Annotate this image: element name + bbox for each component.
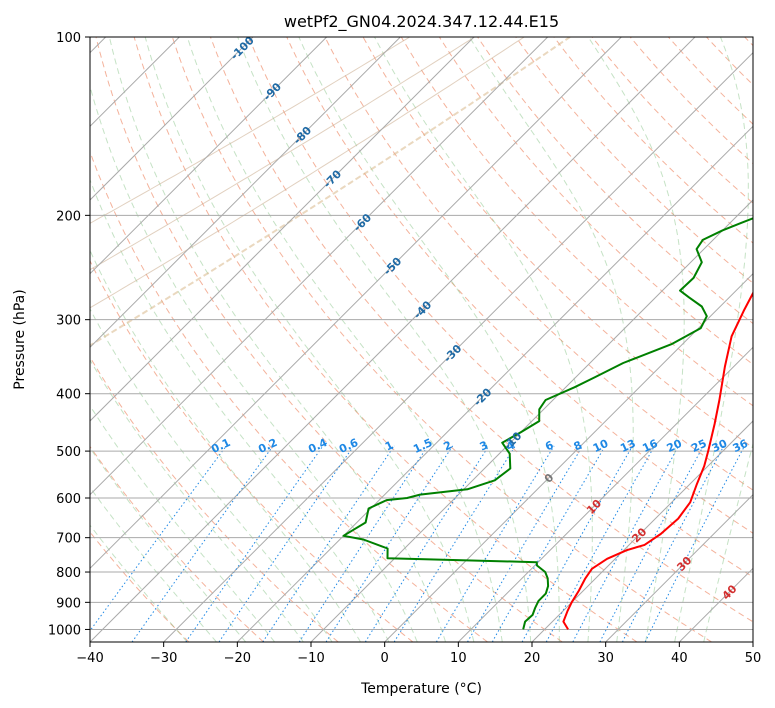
mixing-ratio-line [644, 445, 746, 642]
x-tick-label: 10 [450, 651, 467, 666]
isotherm-line [90, 37, 328, 275]
mixing-ratio-label: 25 [689, 437, 708, 455]
x-tick-label: 20 [524, 651, 541, 666]
dry-adiabat [90, 445, 264, 642]
isotherm-line [605, 493, 753, 642]
dry-adiabat [362, 37, 753, 449]
isotherm-line [90, 37, 401, 349]
background-reference-lines [90, 37, 753, 642]
reference-curve [90, 37, 525, 309]
dry-adiabat [400, 37, 753, 407]
y-tick-label: 300 [56, 314, 81, 329]
mixing-ratio-line [298, 445, 429, 642]
y-tick-label: 400 [56, 388, 81, 403]
moist-adiabat [90, 486, 217, 642]
moist-adiabat [587, 37, 685, 642]
moist-adiabat [144, 37, 475, 642]
isotherm-line [90, 37, 549, 496]
y-tick-label: 200 [56, 209, 81, 224]
moist-adiabat [90, 308, 333, 642]
y-tick-label: 500 [56, 445, 81, 460]
x-tick-label: −30 [150, 651, 177, 666]
dry-adiabat [629, 37, 753, 165]
mixing-ratio-label: 20 [665, 437, 685, 455]
x-axis-label: Temperature (°C) [360, 681, 482, 697]
profile-series [342, 217, 753, 630]
chart-title: wetPf2_GN04.2024.347.12.44.E15 [284, 12, 559, 32]
dry-adiabat [248, 37, 753, 578]
mixing-ratio-line [545, 445, 656, 642]
y-tick-label: 900 [56, 596, 81, 611]
x-tick-label: 40 [671, 651, 688, 666]
x-tick-label: −40 [76, 651, 103, 666]
moist-adiabat [90, 178, 390, 642]
moist-adiabat [674, 37, 749, 642]
x-tick-label: 0 [381, 651, 389, 666]
reference-curve [90, 37, 571, 347]
y-axis-label: Pressure (hPa) [12, 289, 28, 389]
isotherm-line [310, 199, 753, 642]
y-tick-label: 1000 [48, 623, 81, 638]
mixing-ratio-label: 36 [731, 437, 751, 455]
moist-adiabat [90, 358, 304, 642]
mixing-ratio-line [364, 445, 490, 642]
moist-adiabat [186, 37, 503, 642]
reference-curve [90, 37, 475, 271]
dry-adiabat [210, 37, 753, 623]
mixing-ratio-line [325, 445, 454, 642]
y-tick-label: 100 [56, 31, 81, 46]
reference-curve [90, 37, 410, 224]
dry-adiabat [95, 37, 563, 642]
x-tick-label: 30 [597, 651, 614, 666]
dry-adiabat [90, 259, 414, 642]
plot-frame [89, 36, 754, 643]
mixing-ratio-line [131, 445, 274, 642]
mixing-ratio-line [185, 445, 324, 642]
moist-adiabat [90, 447, 247, 642]
x-tick-label: −10 [297, 651, 324, 666]
mixing-ratio-line [393, 445, 516, 642]
isotherm-line [90, 37, 622, 570]
isotherm-line [457, 346, 753, 642]
isotherm-line [90, 37, 475, 422]
mixing-ratio-line [262, 445, 395, 642]
isotherm-line [163, 51, 753, 642]
y-axis: 1000 900 800 700 600 500 400 300 200 100 [48, 31, 90, 638]
mixing-ratio-label: 13 [618, 437, 637, 455]
mixing-ratio-line [218, 445, 355, 642]
dry-adiabat [438, 37, 753, 366]
dry-adiabat [324, 37, 753, 491]
mixing-ratio-line [435, 445, 555, 642]
dry-adiabat [553, 37, 753, 244]
y-tick-label: 800 [56, 566, 81, 581]
moist-adiabat [90, 404, 275, 642]
mixing-ratio-label: 16 [640, 437, 660, 455]
moist-adiabat [374, 37, 593, 642]
mixing-ratio-label: 10 [591, 437, 611, 455]
isotherm-line [531, 420, 753, 642]
x-axis: −40 −30 −20 −10 0 10 20 30 40 50 [76, 642, 761, 666]
moist-adiabat [703, 441, 753, 642]
isotherm-line [90, 37, 696, 642]
x-tick-label: 50 [745, 651, 762, 666]
isotherm-line [236, 125, 753, 642]
moist-adiabat [108, 37, 446, 642]
mixing-ratio-line [521, 445, 633, 642]
y-tick-label: 700 [56, 532, 81, 547]
dry-adiabat [133, 37, 638, 642]
x-tick-label: −20 [224, 651, 251, 666]
dewpoint-profile-line [342, 217, 753, 630]
moist-adiabat [90, 524, 188, 642]
isotherm-line [90, 37, 254, 201]
moist-adiabat [90, 84, 418, 642]
plot-background [90, 37, 753, 642]
y-tick-label: 600 [56, 492, 81, 507]
mixing-ratio-label: 30 [710, 437, 730, 455]
isotherm-line [384, 272, 753, 642]
temperature-profile-line [562, 290, 753, 630]
mixing-ratio-line [621, 445, 725, 642]
